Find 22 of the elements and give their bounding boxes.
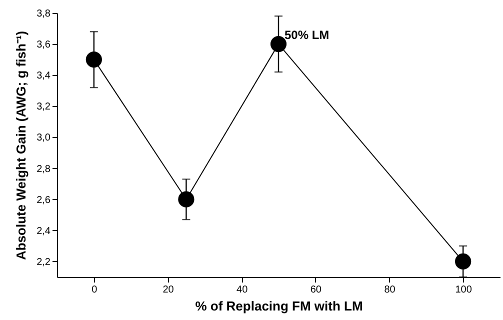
point [178,191,194,208]
y-tick-label: 2,8 [36,164,51,175]
y-tick-label: 3,4 [36,70,51,82]
x-tick-label: 60 [310,284,322,296]
y-tick-label: 3,8 [36,8,51,20]
x-tick-label: 20 [162,284,174,296]
y-axis-title: Absolute Weight Gain (AWG; g fish⁻¹) [14,30,29,260]
point [455,253,472,270]
y-tick-label: 2,2 [36,256,51,268]
x-tick-label: 40 [236,284,248,296]
y-tick-label: 3,2 [36,102,51,113]
point [270,36,287,52]
point [86,52,102,68]
x-tick-label: 100 [455,284,472,296]
y-tick-label: 3,0 [36,132,51,144]
x-tick-label: 80 [384,284,396,296]
y-tick-label: 2,6 [36,194,51,206]
y-tick-label: 3,6 [36,40,51,51]
y-tick-label: 2,4 [36,226,51,237]
annotation: 50% LM [284,28,330,42]
x-axis-title: % of Replacing FM with LM [195,298,363,314]
x-tick-label: 0 [92,284,98,296]
